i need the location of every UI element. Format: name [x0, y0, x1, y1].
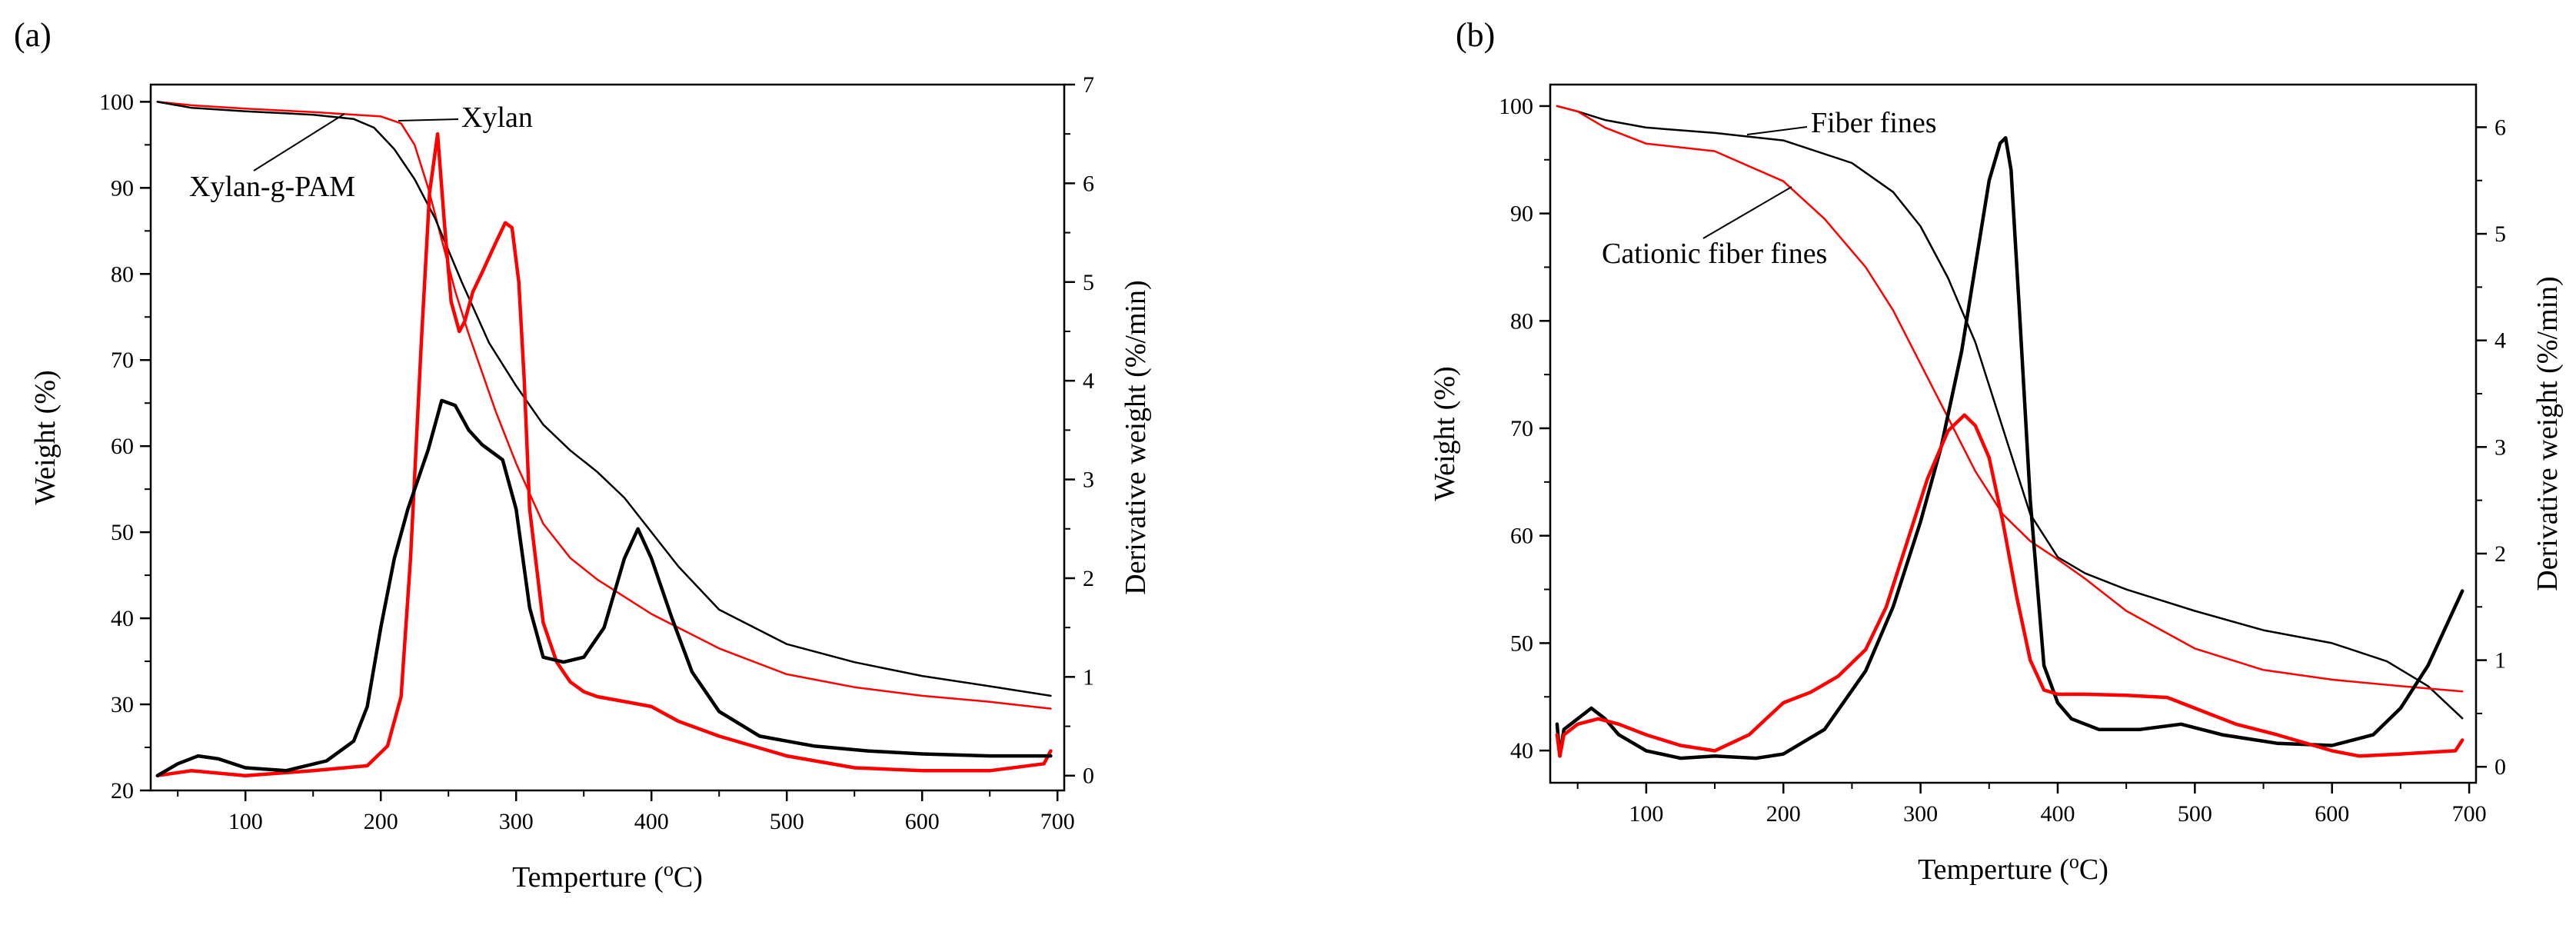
chart-panel-b: (b) 100 200 300 400 500 600 700 40 50 60 70 80 90 100 0…: [1429, 16, 2564, 886]
y2-tick-label: 2: [1083, 566, 1094, 591]
y2-tick-label: 6: [2494, 115, 2506, 140]
y-tick-label: 70: [1510, 416, 1533, 441]
y-tick-label: 50: [111, 520, 134, 545]
y2-axis-title: Derivative weight (%/min): [2531, 276, 2564, 591]
x-axis-title: Temperture (oC): [1918, 850, 2108, 886]
annotation-label: Cationic fiber fines: [1602, 238, 1827, 270]
series-line-xylan-derivative: [155, 131, 1053, 777]
y-tick-label: 80: [111, 261, 134, 287]
series-line-cationic-fiber-fines-weight: [1556, 105, 2464, 693]
y-tick-label: 80: [1510, 308, 1533, 334]
y2-tick-label: 7: [1083, 72, 1094, 98]
annotation-label: Xylan: [461, 101, 533, 134]
y-tick-label: 100: [99, 89, 134, 115]
annotation-leader: [398, 118, 459, 121]
y-axis-title: Weight (%): [29, 370, 62, 504]
x-tick-label: 500: [2178, 801, 2212, 827]
panel-label: (b): [1456, 16, 1495, 54]
series-line-cationic-fiber-fines-derivative: [1555, 413, 2465, 758]
x-tick-label: 700: [1040, 809, 1075, 834]
annotation-leader: [253, 113, 345, 171]
annotation-leader: [1702, 186, 1792, 239]
y2-tick-label: 4: [2494, 328, 2506, 354]
y-tick-label: 60: [111, 434, 134, 459]
series-line-fiber-fines-weight: [1556, 105, 2464, 720]
series-line-fiber-fines-derivative: [1555, 136, 2465, 760]
y2-tick-label: 5: [2494, 221, 2506, 247]
y2-tick-label: 3: [2494, 434, 2506, 460]
y-tick-label: 60: [1510, 524, 1533, 549]
y2-tick-label: 6: [1083, 171, 1094, 196]
x-tick-label: 400: [634, 809, 669, 834]
y-tick-label: 40: [1510, 738, 1533, 764]
y-axis-title: Weight (%): [1429, 366, 1461, 501]
x-tick-label: 400: [2040, 801, 2075, 827]
x-tick-label: 500: [770, 809, 804, 834]
y-tick-label: 90: [111, 175, 134, 201]
annotation-label: Xylan-g-PAM: [189, 171, 355, 203]
y2-tick-label: 4: [1083, 368, 1094, 394]
y2-tick-label: 0: [1083, 764, 1094, 789]
x-tick-label: 600: [905, 809, 940, 834]
x-tick-label: 700: [2452, 801, 2487, 827]
y-tick-label: 20: [111, 778, 134, 804]
y2-tick-label: 0: [2494, 754, 2506, 780]
x-axis-title: Temperture (oC): [512, 858, 703, 893]
y2-tick-label: 2: [2494, 541, 2506, 567]
plot-frame: [149, 83, 1066, 792]
y2-tick-label: 1: [1083, 664, 1094, 690]
annotation-leader: [1746, 126, 1808, 135]
y-tick-label: 40: [111, 606, 134, 631]
y-tick-label: 30: [111, 692, 134, 717]
y-tick-label: 90: [1510, 201, 1533, 227]
x-tick-label: 200: [1766, 801, 1801, 827]
annotation-label: Fiber fines: [1811, 107, 1937, 139]
y2-tick-label: 1: [2494, 648, 2506, 674]
x-tick-label: 300: [499, 809, 534, 834]
x-tick-label: 100: [228, 809, 263, 834]
y2-axis-title: Derivative weight (%/min): [1120, 280, 1152, 594]
series-line-xylan-g-pam-weight: [156, 101, 1052, 697]
x-tick-label: 300: [1903, 801, 1938, 827]
series-line-xylan-weight: [156, 101, 1052, 710]
panel-label: (a): [14, 16, 52, 54]
y2-tick-label: 5: [1083, 270, 1094, 295]
series-line-xylan-g-pam-derivative: [155, 398, 1053, 777]
x-tick-label: 600: [2315, 801, 2349, 827]
y2-tick-label: 3: [1083, 468, 1094, 493]
y-tick-label: 50: [1510, 631, 1533, 656]
x-tick-label: 100: [1629, 801, 1663, 827]
x-tick-label: 200: [364, 809, 398, 834]
chart-panel-a: (a)100 200 300 400 500 600 7002030405060708090…: [14, 16, 1152, 893]
y-tick-label: 100: [1499, 94, 1533, 119]
y-tick-label: 70: [111, 348, 134, 373]
plot-frame: [1549, 83, 2478, 784]
